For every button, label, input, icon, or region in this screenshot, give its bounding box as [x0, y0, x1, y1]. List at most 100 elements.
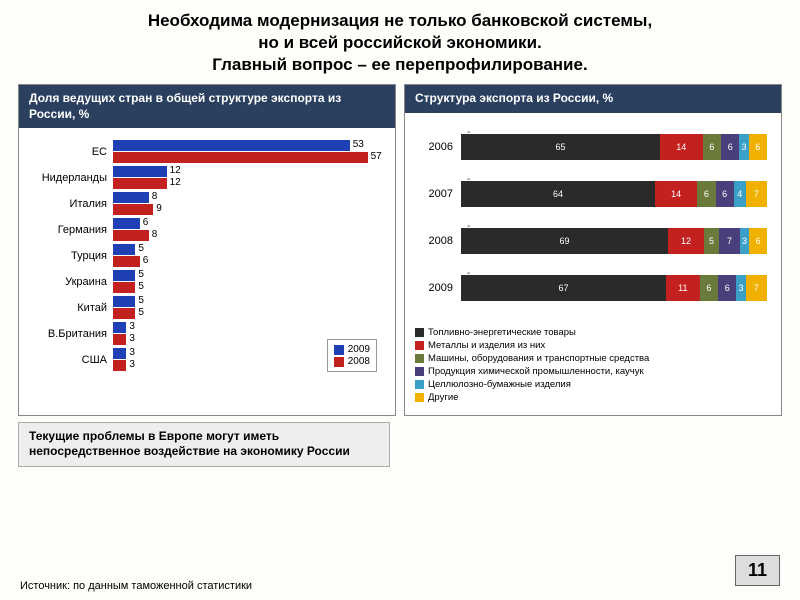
stack-segment: 11 — [666, 275, 700, 301]
stack-row: 2008 69125736 — [419, 228, 767, 254]
stack-bars: 64146647 — [461, 181, 767, 207]
hbar-bar-2008: 5 — [113, 282, 135, 293]
hbar-bar-2008: 9 — [113, 204, 153, 215]
legend-item: 2008 — [334, 356, 370, 367]
legend-item: Продукция химической промышленности, кау… — [415, 366, 771, 377]
hbar-row: Германия 6 8 — [33, 218, 381, 242]
legend-label: Другие — [428, 392, 458, 403]
right-legend: Топливно-энергетические товары Металлы и … — [405, 321, 781, 415]
hbar-row: Нидерланды 12 12 — [33, 166, 381, 190]
right-panel: Структура экспорта из России, % - 2006 6… — [404, 84, 782, 416]
stack-segment: 3 — [739, 134, 748, 160]
stack-tick: - — [467, 221, 767, 225]
legend-item: Топливно-энергетические товары — [415, 327, 771, 338]
hbar-value: 5 — [135, 269, 144, 280]
stack-segment: 6 — [721, 134, 739, 160]
hbar-value: 53 — [350, 139, 364, 150]
stack-bars: 69125736 — [461, 228, 767, 254]
hbar-row: Украина 5 5 — [33, 270, 381, 294]
hbar-bar-2009: 3 — [113, 348, 126, 359]
slide-title: Необходима модернизация не только банков… — [0, 0, 800, 84]
stack-segment: 3 — [740, 228, 749, 254]
title-line: Необходима модернизация не только банков… — [40, 10, 760, 32]
hbar-bar-2008: 12 — [113, 178, 167, 189]
stack-year-label: 2009 — [419, 282, 461, 294]
stack-bars: 67116637 — [461, 275, 767, 301]
stack-row: 2006 65146636 — [419, 134, 767, 160]
stack-segment: 3 — [736, 275, 745, 301]
legend-label: Целлюлозно-бумажные изделия — [428, 379, 571, 390]
stack-segment: 69 — [461, 228, 668, 254]
title-line: Главный вопрос – ее перепрофилирование. — [40, 54, 760, 76]
hbar-value: 57 — [368, 151, 382, 162]
stack-segment: 6 — [716, 181, 734, 207]
stack-row: 2009 67116637 — [419, 275, 767, 301]
panels-row: Доля ведущих стран в общей структуре экс… — [0, 84, 800, 416]
title-line: но и всей российской экономики. — [40, 32, 760, 54]
hbar-value: 3 — [126, 359, 135, 370]
legend-swatch — [334, 357, 344, 367]
legend-label: Металлы и изделия из них — [428, 340, 545, 351]
hbar-value: 3 — [126, 347, 135, 358]
hbar-value: 5 — [135, 281, 144, 292]
hbar-row: Китай 5 5 — [33, 296, 381, 320]
stack-tick: - — [467, 174, 767, 178]
stack-segment: 14 — [660, 134, 703, 160]
hbar-bar-2008: 3 — [113, 360, 126, 371]
hbar-value: 5 — [135, 295, 144, 306]
hbar-bars: 8 9 — [113, 192, 381, 216]
hbar-value: 5 — [135, 243, 144, 254]
stack-segment: 12 — [668, 228, 704, 254]
legend-swatch — [415, 367, 424, 376]
stack-segment: 6 — [718, 275, 736, 301]
hbar-category-label: Италия — [33, 198, 113, 210]
hbar-row: Турция 5 6 — [33, 244, 381, 268]
page-number: 11 — [735, 555, 780, 586]
hbar-value: 3 — [126, 333, 135, 344]
hbar-bar-2008: 5 — [113, 308, 135, 319]
left-hbar-chart: ЕС 53 57 Нидерланды 12 12 Италия 8 9 Гер… — [19, 128, 395, 382]
legend-swatch — [415, 354, 424, 363]
legend-swatch — [415, 380, 424, 389]
stack-segment: 6 — [749, 134, 767, 160]
hbar-value: 5 — [135, 307, 144, 318]
hbar-category-label: Китай — [33, 302, 113, 314]
legend-item: Металлы и изделия из них — [415, 340, 771, 351]
hbar-bar-2008: 8 — [113, 230, 149, 241]
hbar-category-label: Нидерланды — [33, 172, 113, 184]
hbar-row: Италия 8 9 — [33, 192, 381, 216]
right-stacked-chart: - 2006 65146636- 2007 64146647- 2008 691… — [405, 113, 781, 321]
hbar-bars: 53 57 — [113, 140, 381, 164]
hbar-category-label: Турция — [33, 250, 113, 262]
hbar-value: 6 — [140, 255, 149, 266]
stack-tick: - — [467, 268, 767, 272]
legend-label: Машины, оборудования и транспортные сред… — [428, 353, 649, 364]
stack-segment: 7 — [719, 228, 740, 254]
legend-label: Топливно-энергетические товары — [428, 327, 576, 338]
hbar-value: 12 — [167, 165, 181, 176]
hbar-bars: 5 5 — [113, 270, 381, 294]
note-box: Текущие проблемы в Европе могут иметь не… — [18, 422, 390, 467]
hbar-category-label: США — [33, 354, 113, 366]
hbar-category-label: В.Британия — [33, 328, 113, 340]
legend-swatch — [415, 328, 424, 337]
hbar-value: 9 — [153, 203, 162, 214]
legend-item: Целлюлозно-бумажные изделия — [415, 379, 771, 390]
stack-segment: 64 — [461, 181, 655, 207]
footer-source: Источник: по данным таможенной статистик… — [20, 580, 252, 592]
stack-year-label: 2007 — [419, 188, 461, 200]
stack-segment: 14 — [655, 181, 697, 207]
hbar-row: ЕС 53 57 — [33, 140, 381, 164]
left-legend: 20092008 — [327, 339, 377, 372]
legend-item: Машины, оборудования и транспортные сред… — [415, 353, 771, 364]
hbar-value: 6 — [140, 217, 149, 228]
stack-row: 2007 64146647 — [419, 181, 767, 207]
legend-swatch — [334, 345, 344, 355]
hbar-value: 8 — [149, 229, 158, 240]
left-panel: Доля ведущих стран в общей структуре экс… — [18, 84, 396, 416]
hbar-bar-2009: 5 — [113, 270, 135, 281]
hbar-value: 8 — [149, 191, 158, 202]
hbar-bar-2009: 5 — [113, 296, 135, 307]
stack-year-label: 2006 — [419, 141, 461, 153]
stack-segment: 6 — [697, 181, 715, 207]
